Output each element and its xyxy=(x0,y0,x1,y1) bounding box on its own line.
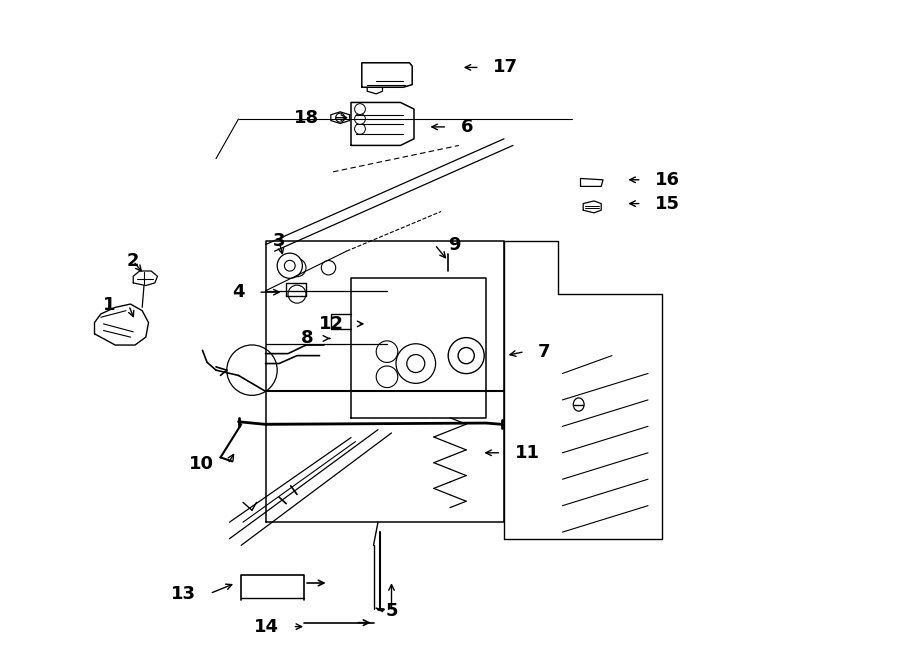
Text: 14: 14 xyxy=(254,617,279,636)
Circle shape xyxy=(321,260,336,275)
Circle shape xyxy=(284,260,295,271)
Circle shape xyxy=(376,341,398,362)
Circle shape xyxy=(277,253,302,278)
Text: 11: 11 xyxy=(515,444,540,462)
Circle shape xyxy=(396,344,436,383)
Circle shape xyxy=(355,104,365,114)
Text: 5: 5 xyxy=(385,602,398,621)
Text: 16: 16 xyxy=(655,171,680,189)
Text: 18: 18 xyxy=(294,108,320,127)
Circle shape xyxy=(376,366,398,387)
Text: 6: 6 xyxy=(461,118,473,136)
Ellipse shape xyxy=(573,398,584,411)
Circle shape xyxy=(288,258,306,277)
Circle shape xyxy=(227,345,277,395)
Text: 1: 1 xyxy=(103,296,115,315)
Text: 2: 2 xyxy=(127,252,140,270)
Text: 4: 4 xyxy=(232,283,245,301)
Text: 8: 8 xyxy=(301,329,313,348)
Text: 15: 15 xyxy=(655,194,680,213)
Text: 9: 9 xyxy=(448,235,461,254)
Circle shape xyxy=(336,113,345,122)
Circle shape xyxy=(355,124,365,134)
Circle shape xyxy=(448,338,484,373)
Text: 7: 7 xyxy=(538,342,551,361)
Text: 3: 3 xyxy=(273,232,285,251)
Text: 10: 10 xyxy=(189,455,214,473)
Circle shape xyxy=(458,348,474,364)
Circle shape xyxy=(407,354,425,373)
Text: 13: 13 xyxy=(171,584,196,603)
Text: 12: 12 xyxy=(319,315,344,333)
Text: 17: 17 xyxy=(493,58,518,77)
Polygon shape xyxy=(331,112,349,124)
Circle shape xyxy=(355,114,365,124)
Circle shape xyxy=(288,285,306,303)
